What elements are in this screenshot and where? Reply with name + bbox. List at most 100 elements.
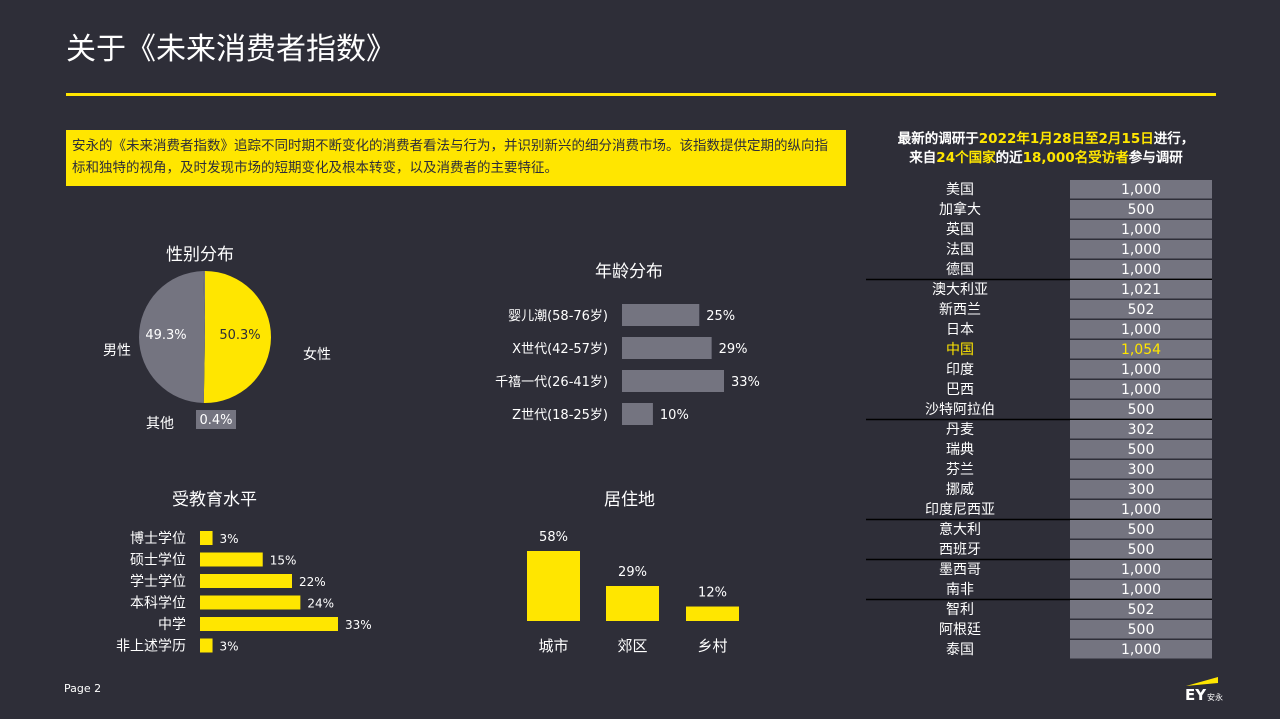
age-value-label: 33%	[731, 375, 760, 390]
education-value-label: 33%	[345, 618, 372, 632]
country-name: 瑞典	[946, 442, 974, 458]
country-name: 法国	[946, 242, 974, 258]
education-category-label: 博士学位	[130, 530, 186, 547]
country-name: 智利	[946, 602, 974, 618]
country-sample-size: 1,000	[1121, 242, 1161, 258]
residence-category-label: 郊区	[617, 637, 647, 655]
education-value-label: 3%	[220, 640, 239, 654]
country-sample-size: 502	[1128, 602, 1155, 618]
table-value-cell	[1070, 620, 1212, 639]
title-divider	[66, 93, 1216, 96]
country-name: 巴西	[946, 382, 974, 398]
country-sample-size: 1,000	[1121, 502, 1161, 518]
education-bar	[200, 552, 263, 567]
age-bar	[622, 304, 700, 326]
country-sample-size: 502	[1128, 302, 1155, 318]
country-sample-size: 1,000	[1121, 182, 1161, 198]
pie-legend-other: 其他	[146, 416, 174, 432]
education-bar	[200, 617, 338, 631]
table-value-cell	[1070, 560, 1212, 579]
country-sample-size: 500	[1128, 542, 1155, 558]
country-sample-size: 500	[1128, 202, 1155, 218]
country-sample-size: 1,000	[1121, 222, 1161, 238]
residence-value-label: 12%	[698, 586, 727, 601]
page-number: Page 2	[64, 682, 102, 695]
pie-slice-2	[203, 271, 205, 337]
country-name: 阿根廷	[939, 622, 981, 638]
table-value-cell	[1070, 280, 1212, 299]
age-category-label: X世代(42-57岁)	[512, 342, 608, 357]
country-name: 芬兰	[946, 462, 974, 478]
education-bar	[200, 574, 292, 588]
age-bar	[622, 337, 712, 359]
country-name: 印度尼西亚	[925, 502, 995, 518]
residence-category-label: 乡村	[697, 637, 727, 655]
survey-header-text-4: 的近	[995, 150, 1023, 166]
table-value-cell	[1070, 440, 1212, 459]
country-sample-size: 1,000	[1121, 262, 1161, 278]
intro-box: 安永的《未来消费者指数》追踪不同时期不断变化的消费者看法与行为，并识别新兴的细分…	[66, 130, 846, 186]
survey-header: 最新的调研于2022年1月28日至2月15日进行， 来自24个国家的近18,00…	[866, 130, 1226, 168]
age-value-label: 10%	[660, 408, 689, 423]
country-sample-size: 1,021	[1121, 282, 1161, 298]
country-name: 南非	[946, 582, 974, 598]
country-name: 日本	[946, 322, 974, 338]
education-value-label: 22%	[299, 575, 326, 589]
country-sample-size: 500	[1128, 622, 1155, 638]
gender-pie-chart: 50.3% 49.3% 男性 女性 其他 0.4%	[103, 271, 331, 432]
education-bar	[200, 638, 213, 653]
country-sample-size: 1,000	[1121, 582, 1161, 598]
education-category-label: 硕士学位	[130, 553, 186, 569]
country-name: 德国	[946, 262, 974, 278]
country-sample-size: 1,054	[1121, 342, 1161, 358]
survey-header-text-3: 来自	[909, 150, 937, 166]
country-sample-size: 1,000	[1121, 322, 1161, 338]
pie-label-other-pct: 0.4%	[199, 413, 232, 428]
age-bar	[622, 403, 653, 425]
country-name: 丹麦	[946, 422, 974, 438]
country-sample-size: 1,000	[1121, 362, 1161, 378]
table-value-cell	[1070, 480, 1212, 499]
table-value-cell	[1070, 260, 1212, 279]
table-value-cell	[1070, 580, 1212, 599]
table-value-cell	[1070, 180, 1212, 199]
residence-category-label: 城市	[538, 637, 568, 655]
country-sample-size: 300	[1128, 482, 1155, 498]
country-sample-size: 300	[1128, 462, 1155, 478]
ey-logo-text: EY	[1185, 686, 1207, 704]
pie-legend-female: 女性	[303, 346, 331, 363]
country-name: 中国	[946, 342, 974, 358]
survey-dates: 2022年1月28日至2月15日	[978, 131, 1154, 147]
survey-header-text-5: 参与调研	[1128, 150, 1183, 166]
country-name: 加拿大	[939, 201, 981, 218]
country-name: 澳大利亚	[932, 282, 988, 298]
country-sample-size: 1,000	[1121, 642, 1161, 658]
age-bar	[622, 370, 724, 392]
residence-value-label: 29%	[618, 565, 647, 580]
country-sample-size: 1,000	[1121, 562, 1161, 578]
education-category-label: 中学	[158, 617, 186, 633]
table-value-cell	[1070, 200, 1212, 219]
residence-bar-chart: 58% 城市 29% 郊区 12% 乡村	[527, 530, 739, 655]
table-value-cell	[1070, 340, 1212, 359]
age-value-label: 29%	[719, 342, 748, 357]
table-value-cell	[1070, 300, 1212, 319]
country-name: 印度	[946, 362, 974, 378]
residence-chart-title: 居住地	[604, 490, 655, 510]
pie-other-label-box	[196, 410, 236, 429]
country-name: 美国	[946, 182, 974, 198]
country-name: 泰国	[946, 642, 974, 658]
age-value-label: 25%	[706, 309, 735, 324]
education-bar-chart: 博士学位 3% 硕士学位 15% 学士学位 22% 本科学位 24% 中学 33% 非上述学历 3%	[116, 530, 372, 655]
pie-slice-1	[138, 271, 205, 403]
pie-slice-0	[203, 271, 271, 403]
ey-logo-subtext: 安永	[1207, 692, 1223, 702]
residence-bar	[527, 551, 580, 621]
table-value-cell	[1070, 320, 1212, 339]
gender-chart-title: 性别分布	[166, 245, 234, 265]
table-value-cell	[1070, 220, 1212, 239]
table-value-cell	[1070, 360, 1212, 379]
survey-header-text-2: 进行，	[1153, 131, 1195, 147]
education-bar	[200, 531, 213, 545]
table-value-cell	[1070, 600, 1212, 619]
